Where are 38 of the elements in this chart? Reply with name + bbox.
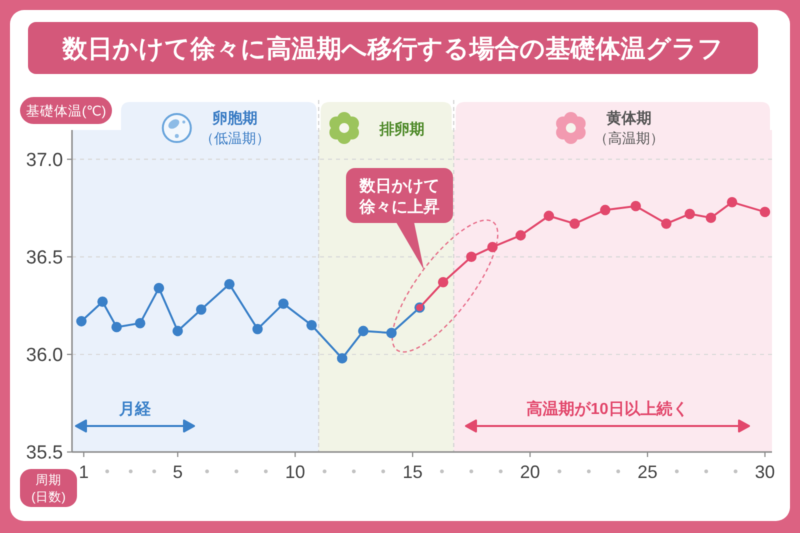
xtick: • (204, 463, 210, 479)
x-axis-title: 周期(日数) (31, 473, 66, 504)
ytick: 35.5 (26, 442, 63, 464)
xtick: • (468, 463, 474, 479)
xtick: • (440, 463, 444, 479)
xtick: 15 (402, 462, 423, 482)
xtick: • (498, 463, 504, 479)
ylabel: 基礎体温(℃) (20, 97, 112, 124)
xtick: • (234, 463, 239, 479)
xtick: 20 (520, 462, 540, 482)
xtick: • (616, 463, 621, 479)
xtick: 10 (285, 462, 306, 482)
y-axis-title: 基礎体温(℃) (26, 104, 106, 118)
xtick: • (128, 463, 134, 479)
ytick: 36.0 (26, 344, 63, 366)
xtick: 30 (754, 462, 775, 482)
xtick: • (104, 463, 110, 479)
xtick: • (704, 463, 709, 479)
xtick: • (263, 463, 268, 479)
xtick: • (733, 463, 738, 479)
xtick: • (380, 463, 386, 479)
xtick: 25 (638, 462, 658, 482)
ytick: 36.5 (26, 247, 63, 268)
xtick: 5 (172, 462, 183, 482)
xtick: • (586, 463, 592, 479)
title: 数日かけて徐々に高温期へ移行する場合の基礎体温グラフ (28, 22, 758, 74)
annotation: 高温期が10日以上続く (526, 401, 688, 418)
xtick: • (674, 463, 680, 479)
xtick: • (322, 463, 327, 479)
xtick: • (556, 463, 562, 479)
xtick: 1 (78, 462, 89, 482)
annotation: 数日かけて徐々に上昇 (360, 178, 440, 216)
annotation: 月経 (119, 401, 151, 418)
ytick: 37.0 (26, 150, 63, 171)
xtick: • (152, 463, 157, 479)
chart-title: 数日かけて徐々に高温期へ移行する場合の基礎体温グラフ (62, 35, 724, 63)
xtick: • (351, 463, 356, 479)
xlabel: 周期(日数) (20, 469, 77, 507)
